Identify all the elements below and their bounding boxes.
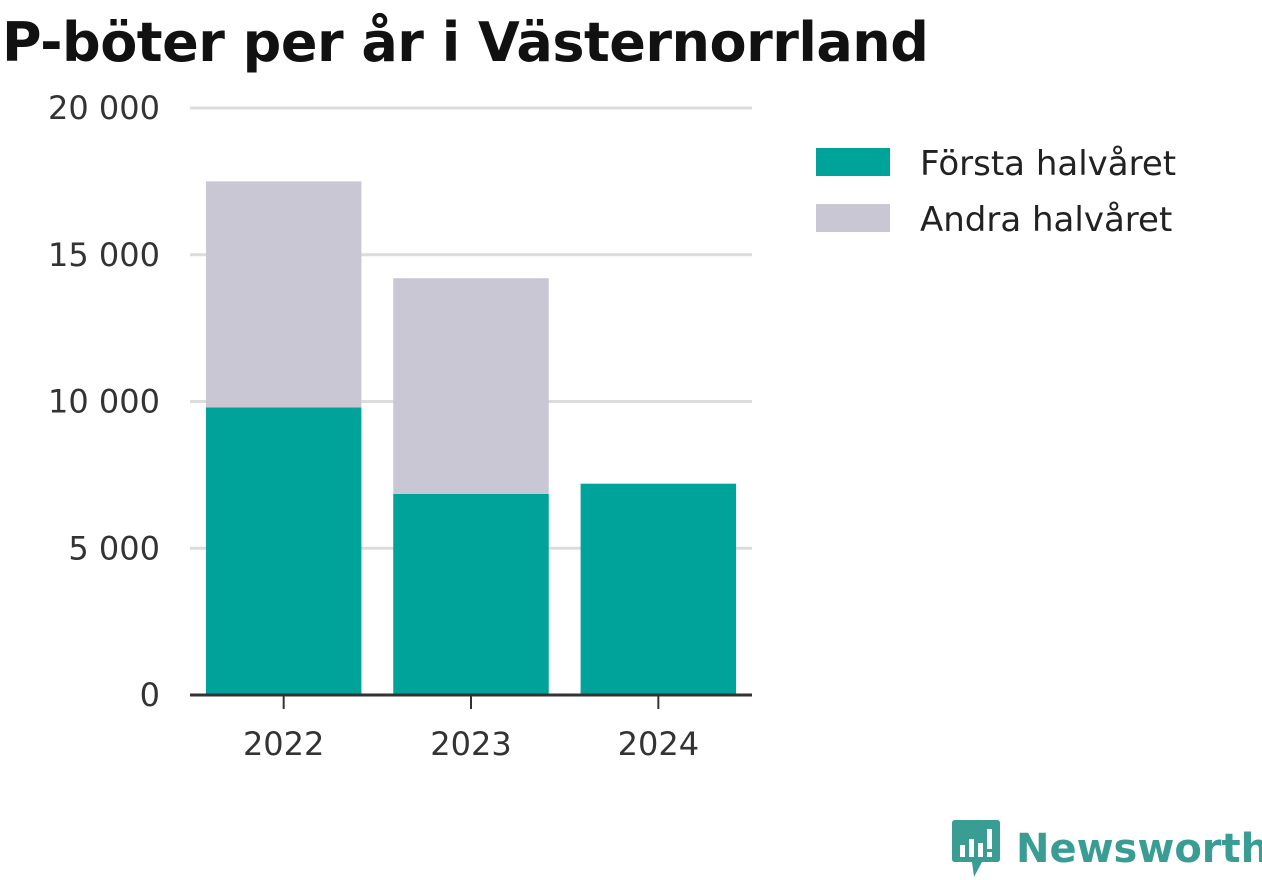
x-tick-label: 2022 xyxy=(243,725,324,763)
y-axis: 0 5 000 10 000 15 000 20 000 xyxy=(48,89,160,714)
bar-2022-series-0 xyxy=(205,407,362,695)
legend-swatch xyxy=(816,148,890,176)
y-tick-label: 15 000 xyxy=(48,236,160,274)
y-tick-label: 20 000 xyxy=(48,89,160,127)
y-tick-label: 5 000 xyxy=(68,529,160,567)
brand-name: Newsworthy xyxy=(1016,826,1262,872)
legend-label: Andra halvåret xyxy=(920,200,1172,240)
brand-logo: Newsworthy xyxy=(950,818,1262,880)
x-axis: 2022 2023 2024 xyxy=(243,695,699,763)
bar-2022-series-1 xyxy=(205,181,362,408)
y-tick-label: 10 000 xyxy=(48,383,160,421)
bar-2023-series-0 xyxy=(393,493,549,695)
bar-2023-series-1 xyxy=(393,278,549,494)
legend: Första halvåret Andra halvåret xyxy=(816,144,1176,240)
y-tick-label: 0 xyxy=(140,676,160,714)
bars xyxy=(205,181,737,695)
newsworthy-logo-icon xyxy=(952,820,1000,877)
chart-title: P-böter per år i Västernorrland xyxy=(2,11,929,74)
legend-swatch xyxy=(816,204,890,232)
x-tick-label: 2024 xyxy=(618,725,699,763)
legend-label: Första halvåret xyxy=(920,144,1176,184)
x-tick-label: 2023 xyxy=(430,725,511,763)
bar-2024-series-0 xyxy=(580,483,737,695)
